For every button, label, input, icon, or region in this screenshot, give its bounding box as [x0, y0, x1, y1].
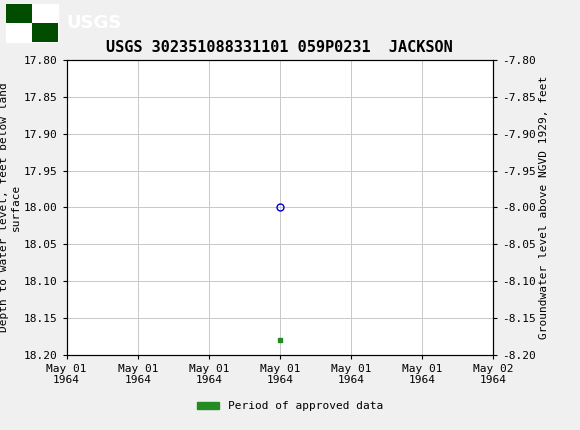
FancyBboxPatch shape — [6, 3, 58, 42]
Y-axis label: Groundwater level above NGVD 1929, feet: Groundwater level above NGVD 1929, feet — [539, 76, 549, 339]
Text: USGS: USGS — [67, 14, 122, 31]
Title: USGS 302351088331101 059P0231  JACKSON: USGS 302351088331101 059P0231 JACKSON — [107, 40, 453, 55]
FancyBboxPatch shape — [32, 22, 58, 42]
FancyBboxPatch shape — [6, 22, 32, 42]
FancyBboxPatch shape — [6, 3, 32, 22]
Y-axis label: Depth to water level, feet below land
surface: Depth to water level, feet below land su… — [0, 83, 21, 332]
Legend: Period of approved data: Period of approved data — [193, 397, 387, 416]
FancyBboxPatch shape — [32, 3, 58, 22]
